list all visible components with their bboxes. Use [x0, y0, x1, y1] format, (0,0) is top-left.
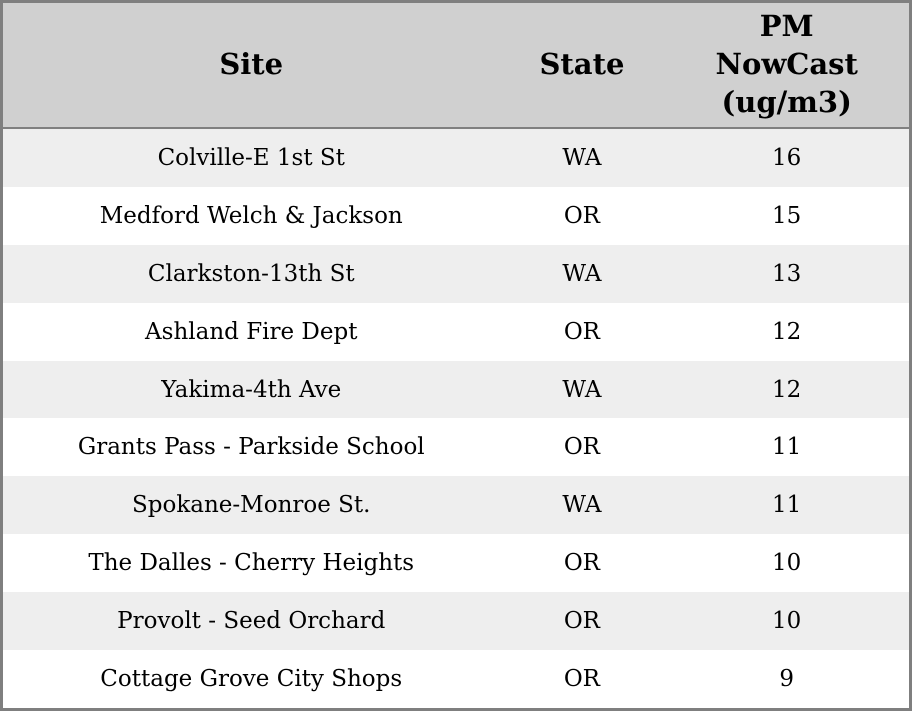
cell-state: OR [563, 318, 601, 345]
cell-state: WA [562, 376, 602, 403]
column-header-state-label: State [539, 47, 625, 82]
cell-site: Ashland Fire Dept [145, 318, 358, 345]
cell-state: WA [562, 260, 602, 287]
table-header: Site State PM NowCast (ug/m3) [3, 3, 909, 129]
cell-pm-value: 9 [779, 666, 794, 693]
cell-state: OR [563, 550, 601, 577]
cell-site: Clarkston-13th St [147, 260, 355, 287]
cell-site: The Dalles - Cherry Heights [88, 550, 415, 577]
cell-pm-value: 11 [772, 434, 802, 461]
cell-state: WA [562, 144, 602, 171]
table-row: Yakima-4th Ave WA 12 [3, 360, 909, 419]
cell-pm-value: 16 [772, 144, 802, 171]
cell-pm-value: 11 [772, 492, 802, 519]
cell-pm-value: 12 [772, 376, 802, 403]
table-row: Ashland Fire Dept OR 12 [3, 302, 909, 361]
column-header-state: State [499, 3, 665, 129]
cell-pm-value: 12 [772, 318, 802, 345]
cell-pm-value: 10 [772, 608, 802, 635]
column-header-pm-nowcast: PM NowCast (ug/m3) [664, 3, 909, 129]
table-row: Colville-E 1st St WA 16 [3, 128, 909, 187]
cell-site: Medford Welch & Jackson [99, 202, 403, 229]
table-row: Clarkston-13th St WA 13 [3, 244, 909, 303]
cell-site: Provolt - Seed Orchard [117, 608, 386, 635]
cell-state: OR [563, 666, 601, 693]
cell-site: Cottage Grove City Shops [100, 666, 403, 693]
cell-pm-value: 15 [772, 202, 802, 229]
header-row: Site State PM NowCast (ug/m3) [3, 3, 909, 129]
table-row: Grants Pass - Parkside School OR 11 [3, 418, 909, 477]
column-header-pm-nowcast-label: PM NowCast (ug/m3) [715, 9, 858, 119]
cell-pm-value: 13 [772, 260, 802, 287]
cell-site: Spokane-Monroe St. [132, 492, 371, 519]
column-header-site: Site [3, 3, 500, 129]
cell-site: Yakima-4th Ave [161, 376, 342, 403]
cell-state: OR [563, 202, 601, 229]
pm-nowcast-table: Site State PM NowCast (ug/m3) Colville-E… [3, 3, 909, 708]
table-row: Provolt - Seed Orchard OR 10 [3, 592, 909, 651]
table-row: Cottage Grove City Shops OR 9 [3, 650, 909, 708]
cell-state: OR [563, 608, 601, 635]
cell-state: WA [562, 492, 602, 519]
column-header-site-label: Site [219, 47, 284, 82]
cell-pm-value: 10 [772, 550, 802, 577]
cell-state: OR [563, 434, 601, 461]
table-row: Spokane-Monroe St. WA 11 [3, 476, 909, 535]
cell-site: Colville-E 1st St [157, 144, 345, 171]
table-body: Colville-E 1st St WA 16 Medford Welch & … [3, 128, 909, 708]
table-row: Medford Welch & Jackson OR 15 [3, 186, 909, 245]
table-row: The Dalles - Cherry Heights OR 10 [3, 534, 909, 593]
cell-site: Grants Pass - Parkside School [77, 434, 425, 461]
